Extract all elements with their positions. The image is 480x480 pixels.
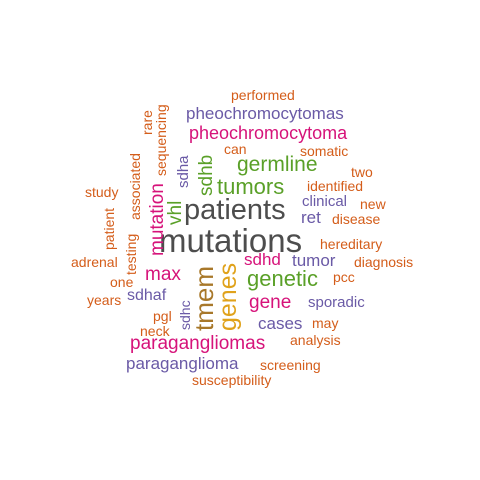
word-sporadic: sporadic — [308, 294, 365, 311]
word-performed: performed — [231, 87, 295, 103]
word-associated: associated — [127, 153, 143, 220]
word-max: max — [145, 264, 181, 285]
word-study: study — [85, 184, 119, 200]
word-may: may — [312, 315, 339, 331]
word-pgl: pgl — [153, 308, 172, 324]
word-sdhb: sdhb — [196, 154, 217, 196]
word-hereditary: hereditary — [320, 236, 383, 252]
word-tumor: tumor — [292, 251, 336, 270]
word-sdhaf: sdhaf — [127, 287, 167, 304]
word-pcc: pcc — [333, 269, 355, 285]
word-patient: patient — [101, 207, 117, 250]
word-one: one — [110, 274, 134, 290]
word-disease: disease — [332, 211, 381, 227]
word-somatic: somatic — [300, 143, 349, 159]
word-analysis: analysis — [290, 332, 341, 348]
word-gene: gene — [249, 292, 292, 313]
word-cases: cases — [258, 314, 303, 333]
word-neck: neck — [140, 323, 170, 339]
word-pheochromocytomas: pheochromocytomas — [186, 104, 344, 123]
word-tumors: tumors — [217, 174, 285, 199]
word-adrenal: adrenal — [71, 254, 118, 270]
word-mutations: mutations — [159, 222, 303, 259]
word-ret: ret — [301, 208, 321, 227]
word-testing: testing — [123, 233, 139, 275]
word-clinical: clinical — [302, 193, 348, 210]
word-paraganglioma: paraganglioma — [126, 354, 239, 373]
word-patients: patients — [184, 194, 286, 226]
word-rare: rare — [139, 110, 155, 135]
word-sdhd: sdhd — [244, 250, 281, 269]
word-genetic: genetic — [247, 266, 318, 291]
word-sdhc: sdhc — [177, 300, 193, 330]
word-identified: identified — [307, 178, 364, 194]
word-susceptibility: susceptibility — [192, 372, 272, 388]
word-pheochromocytoma: pheochromocytoma — [189, 123, 348, 143]
word-germline: germline — [237, 153, 318, 176]
word-new: new — [360, 196, 386, 212]
word-genes: genes — [214, 262, 242, 331]
word-sdha: sdha — [175, 155, 192, 188]
word-screening: screening — [260, 357, 321, 373]
word-can: can — [224, 141, 247, 157]
word-sequencing: sequencing — [153, 104, 169, 176]
word-two: two — [351, 164, 373, 180]
word-years: years — [87, 292, 122, 308]
word-diagnosis: diagnosis — [354, 254, 414, 270]
word-vhl: vhl — [165, 200, 186, 225]
word-paragangliomas: paragangliomas — [130, 333, 266, 354]
